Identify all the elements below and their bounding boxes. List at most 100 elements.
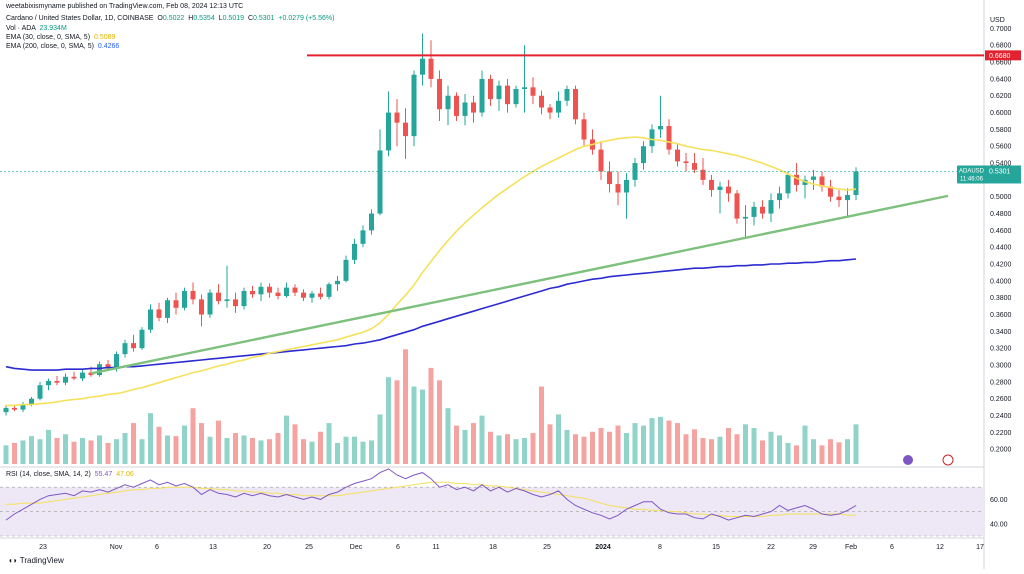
price-badge-countdown: 11:46:06 bbox=[960, 176, 984, 182]
volume-bar bbox=[437, 380, 442, 464]
candle-body bbox=[352, 243, 357, 260]
volume-bar bbox=[369, 440, 374, 464]
volume-bar bbox=[700, 437, 706, 464]
candle-body bbox=[437, 78, 442, 110]
x-tick-label: 11 bbox=[432, 544, 439, 551]
candle-body bbox=[692, 163, 697, 170]
volume-bar bbox=[649, 418, 655, 464]
candle-body bbox=[607, 171, 612, 185]
ascending-trendline bbox=[90, 194, 949, 375]
candle-body bbox=[675, 149, 680, 162]
candle-body bbox=[445, 95, 451, 110]
volume-bar bbox=[182, 425, 187, 464]
candle-body bbox=[488, 78, 493, 100]
candle-body bbox=[105, 364, 111, 369]
candle-body bbox=[284, 287, 289, 297]
candle-body bbox=[343, 259, 349, 281]
volume-bar bbox=[496, 435, 502, 464]
volume-bar bbox=[828, 439, 833, 464]
volume-bar bbox=[505, 434, 510, 464]
candle-body bbox=[369, 213, 374, 231]
volume-bar bbox=[156, 426, 162, 464]
candle-body bbox=[658, 126, 663, 130]
candle-body bbox=[726, 186, 731, 194]
volume-bar bbox=[199, 423, 204, 464]
volume-bar bbox=[250, 437, 255, 464]
candle-body bbox=[794, 174, 799, 185]
candle-body bbox=[505, 85, 510, 105]
y-tick-label: 0.4000 bbox=[990, 278, 1012, 285]
price-badge-ticker: ADAUSD bbox=[959, 168, 985, 174]
volume-bar bbox=[547, 424, 553, 464]
candle-body bbox=[335, 280, 340, 285]
candle-body bbox=[581, 119, 587, 140]
ema30-label: EMA (30, close, 0, SMA, 5) bbox=[6, 34, 91, 41]
candle-body bbox=[853, 171, 859, 196]
volume-bar bbox=[658, 416, 663, 464]
volume-bar bbox=[420, 389, 425, 464]
y-tick-label: 0.4200 bbox=[990, 262, 1012, 269]
x-tick-label: 2024 bbox=[595, 544, 611, 551]
volume-bar bbox=[445, 408, 451, 464]
publisher-line: weetabixismyname published on TradingVie… bbox=[6, 3, 244, 10]
candle-body bbox=[573, 89, 578, 120]
volume-bar bbox=[726, 428, 731, 464]
volume-bar bbox=[139, 439, 145, 464]
candle-body bbox=[46, 381, 51, 386]
y-tick-label: 0.6000 bbox=[990, 110, 1012, 117]
volume-bar bbox=[539, 386, 544, 464]
x-tick-label: 12 bbox=[936, 544, 944, 551]
candle-body bbox=[530, 87, 536, 96]
volume-bar bbox=[122, 433, 128, 464]
volume-bar bbox=[80, 437, 85, 464]
candle-body bbox=[377, 150, 383, 214]
candle-body bbox=[241, 290, 247, 307]
tradingview-logo-icon: ◖◗ bbox=[8, 556, 18, 565]
rsi-legend: RSI (14, close, SMA, 14, 2) 55.47 47.06 bbox=[6, 470, 134, 479]
candle-body bbox=[734, 193, 740, 219]
volume-bar bbox=[309, 441, 315, 464]
x-tick-label: 22 bbox=[767, 544, 775, 551]
y-tick-label: 0.7000 bbox=[990, 26, 1012, 33]
tradingview-brand[interactable]: ◖◗ TradingView bbox=[8, 556, 64, 565]
candle-body bbox=[768, 200, 774, 214]
rsi-label: RSI (14, close, SMA, 14, 2) bbox=[6, 471, 91, 478]
volume-bar bbox=[29, 436, 34, 464]
ema200-label: EMA (200, close, 0, SMA, 5) bbox=[6, 43, 94, 50]
ema30-line bbox=[6, 136, 857, 407]
volume-bar bbox=[20, 440, 26, 464]
candle-body bbox=[71, 376, 77, 379]
volume-bar bbox=[3, 445, 9, 464]
ema200-value: 0.4266 bbox=[97, 43, 120, 50]
candle-body bbox=[216, 292, 221, 302]
rsi-line bbox=[5, 468, 857, 521]
volume-bar bbox=[624, 433, 629, 464]
volume-bar bbox=[751, 428, 757, 464]
y-tick-label: 0.2600 bbox=[990, 396, 1012, 403]
volume-bar bbox=[836, 442, 842, 464]
volume-bar bbox=[54, 437, 60, 464]
volume-bar bbox=[819, 445, 825, 464]
price-badge-bg bbox=[985, 165, 1021, 184]
candle-body bbox=[496, 85, 502, 100]
candle-body bbox=[20, 404, 26, 410]
volume-bar bbox=[709, 439, 714, 464]
rsi-value: 55.47 bbox=[94, 471, 113, 478]
y-tick-label: 0.4800 bbox=[990, 211, 1012, 218]
volume-bar bbox=[258, 440, 264, 464]
candle-body bbox=[292, 287, 298, 293]
volume-bar bbox=[811, 439, 816, 464]
volume-bar bbox=[216, 420, 221, 464]
candle-body bbox=[182, 290, 187, 308]
y-tick-label: 0.6800 bbox=[990, 43, 1012, 50]
volume-bar bbox=[666, 420, 672, 464]
volume-bar bbox=[675, 423, 680, 464]
volume-bar bbox=[292, 424, 298, 464]
x-tick-label: 17 bbox=[976, 544, 984, 551]
candle-body bbox=[641, 146, 646, 164]
y-tick-label: 0.2800 bbox=[990, 379, 1012, 386]
volume-bar bbox=[479, 415, 485, 464]
candle-body bbox=[700, 169, 706, 180]
x-tick-label: 29 bbox=[809, 544, 817, 551]
candle-body bbox=[428, 58, 434, 79]
